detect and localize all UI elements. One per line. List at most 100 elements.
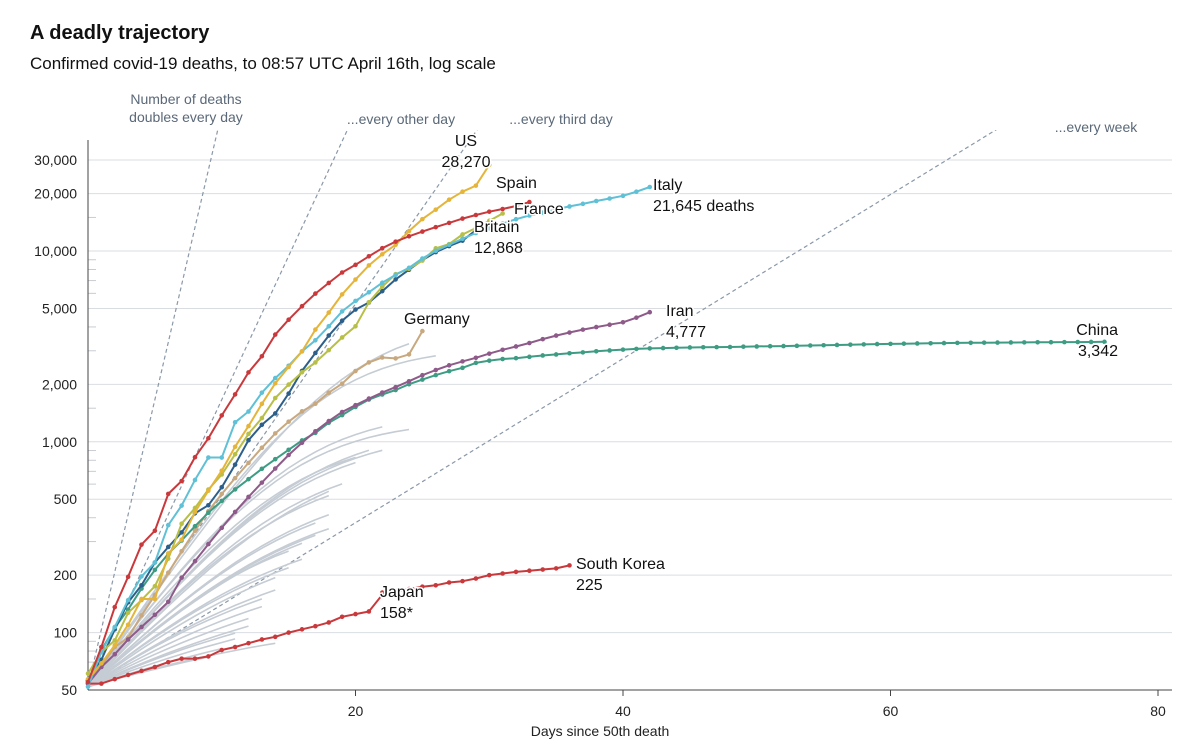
data-point	[299, 369, 305, 375]
data-point	[433, 367, 439, 373]
data-point	[139, 624, 144, 630]
data-point	[446, 197, 452, 202]
data-point	[513, 203, 519, 209]
data-point	[1035, 339, 1040, 345]
data-point	[125, 610, 131, 616]
data-point	[379, 245, 385, 251]
series-label: 28,270	[442, 154, 491, 171]
data-point	[246, 640, 251, 646]
data-point	[179, 503, 184, 508]
series-label: 3,342	[1078, 343, 1118, 360]
context-line	[87, 605, 263, 688]
data-point	[112, 676, 118, 682]
data-point	[286, 391, 291, 396]
data-point	[607, 196, 612, 201]
data-point	[339, 309, 345, 314]
reference-labels: Number of deaths doubles every day ...ever…	[129, 91, 1138, 135]
data-point	[112, 638, 118, 643]
data-point	[125, 622, 131, 627]
y-tick-label: 5,000	[42, 300, 77, 316]
data-point	[473, 225, 479, 231]
data-point	[366, 289, 372, 295]
data-point	[206, 654, 211, 659]
data-point	[99, 681, 104, 686]
data-point	[500, 221, 505, 226]
reference-label: ...every week	[1055, 119, 1138, 135]
series-labels: China 3,342 Italy 21,645 deaths Spain US 28,27…	[379, 132, 1120, 624]
data-point	[393, 277, 398, 282]
data-point	[914, 341, 920, 346]
data-point	[393, 356, 398, 361]
data-point	[313, 327, 318, 332]
data-point	[206, 541, 211, 547]
data-point	[246, 423, 251, 429]
data-point	[353, 611, 358, 617]
data-point	[206, 488, 211, 494]
x-tick-label: 40	[615, 703, 631, 719]
data-point	[379, 390, 385, 395]
data-point	[1075, 339, 1081, 345]
data-point	[219, 455, 225, 460]
data-point	[406, 378, 412, 384]
data-point	[446, 220, 452, 226]
data-point	[995, 340, 1000, 345]
data-point	[821, 342, 826, 348]
data-point	[139, 668, 144, 674]
data-point	[834, 342, 840, 348]
data-point	[420, 372, 425, 378]
data-point	[85, 684, 91, 690]
data-point	[299, 627, 305, 632]
data-point	[313, 429, 318, 434]
data-point	[286, 364, 291, 370]
data-point	[567, 330, 572, 335]
data-point	[486, 351, 492, 356]
data-point	[1102, 339, 1107, 345]
data-point	[165, 659, 171, 665]
data-point	[152, 664, 158, 670]
data-point	[527, 354, 532, 360]
y-tick-label: 100	[54, 625, 78, 641]
data-point	[339, 270, 345, 275]
data-point	[232, 451, 238, 457]
data-point	[232, 475, 238, 481]
data-point	[299, 349, 305, 354]
data-point	[567, 350, 572, 356]
data-point	[553, 333, 559, 338]
data-point	[473, 360, 479, 366]
data-point	[513, 344, 519, 349]
data-point	[406, 265, 412, 271]
data-point	[192, 656, 198, 661]
data-point	[99, 661, 104, 666]
data-point	[500, 347, 505, 353]
data-point	[192, 454, 198, 460]
data-point	[206, 455, 211, 460]
data-point	[460, 232, 465, 237]
series-line	[87, 201, 530, 683]
data-point	[727, 344, 733, 350]
x-tick-label: 20	[348, 703, 364, 719]
series-italy	[85, 184, 653, 690]
data-point	[219, 468, 225, 473]
series-label: 12,868	[474, 240, 523, 257]
series-line	[87, 311, 651, 685]
x-axis-label: Days since 50th death	[531, 723, 670, 739]
data-point	[286, 630, 291, 635]
data-point	[540, 567, 546, 572]
data-point	[433, 207, 439, 212]
data-point	[593, 324, 599, 330]
data-point	[259, 480, 265, 485]
data-point	[232, 462, 238, 467]
data-point	[500, 206, 505, 212]
data-point	[513, 355, 519, 361]
data-point	[246, 409, 251, 414]
data-point	[272, 456, 278, 462]
series-label: Italy	[653, 177, 682, 194]
data-point	[527, 340, 532, 346]
context-line	[87, 598, 263, 688]
data-point	[206, 436, 211, 441]
data-point	[941, 340, 947, 346]
data-point	[473, 183, 479, 188]
data-point	[473, 230, 479, 236]
data-point	[299, 409, 305, 414]
data-point	[192, 477, 198, 483]
